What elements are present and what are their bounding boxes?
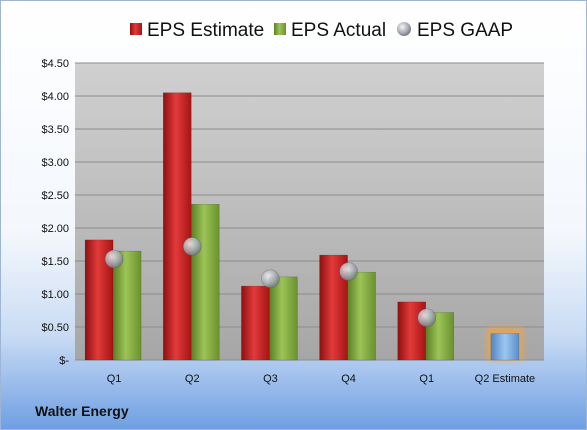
gaap-markers bbox=[104, 237, 437, 328]
y-tick-label: $3.00 bbox=[41, 157, 69, 169]
legend-swatch-eps-actual bbox=[274, 23, 286, 35]
gaap-marker bbox=[104, 249, 124, 269]
company-name: Walter Energy bbox=[35, 403, 129, 419]
gaap-marker bbox=[417, 308, 437, 328]
y-tick-label: $- bbox=[59, 355, 69, 367]
gaap-marker bbox=[339, 262, 358, 281]
legend-swatch-eps-estimate bbox=[130, 23, 142, 35]
plot-area bbox=[75, 63, 544, 360]
y-tick-label: $1.50 bbox=[41, 256, 69, 268]
bar-eps-actual bbox=[269, 276, 298, 361]
bar-eps-actual bbox=[112, 250, 142, 361]
bar-eps-estimate bbox=[163, 92, 192, 361]
x-tick-label: Q1 bbox=[419, 373, 434, 385]
bar-eps-estimate-next bbox=[490, 333, 520, 361]
x-tick-label: Q3 bbox=[263, 373, 278, 385]
legend: EPS Estimate EPS Actual EPS GAAP bbox=[130, 20, 513, 41]
gaap-marker bbox=[261, 269, 280, 289]
gaap-marker bbox=[182, 237, 202, 256]
x-tick-label: Q4 bbox=[341, 373, 356, 385]
legend-label-eps-gaap: EPS GAAP bbox=[417, 20, 513, 41]
bar-eps-estimate bbox=[241, 285, 270, 361]
gridlines bbox=[75, 62, 544, 361]
x-tick-label: Q2 bbox=[185, 373, 200, 385]
y-tick-label: $2.00 bbox=[41, 223, 69, 235]
y-tick-label: $0.50 bbox=[41, 322, 69, 334]
legend-label-eps-actual: EPS Actual bbox=[291, 20, 386, 41]
x-axis-ticks: Q1 Q2 Q3 Q4 Q1 Q2 Estimate bbox=[107, 373, 535, 385]
legend-swatch-eps-gaap bbox=[397, 22, 411, 36]
bar-eps-actual bbox=[191, 203, 220, 361]
y-tick-label: $3.50 bbox=[41, 124, 69, 136]
bar-eps-actual bbox=[347, 271, 376, 361]
y-tick-label: $4.50 bbox=[41, 58, 69, 70]
y-axis-ticks: $4.50 $4.00 $3.50 $3.00 $2.50 $2.00 $1.50 $1.00… bbox=[41, 58, 69, 367]
y-tick-label: $4.00 bbox=[41, 91, 69, 103]
legend-label-eps-estimate: EPS Estimate bbox=[147, 20, 264, 41]
x-tick-label: Q2 Estimate bbox=[475, 373, 536, 385]
y-tick-label: $2.50 bbox=[41, 190, 69, 202]
x-tick-label: Q1 bbox=[107, 373, 122, 385]
y-tick-label: $1.00 bbox=[41, 289, 69, 301]
